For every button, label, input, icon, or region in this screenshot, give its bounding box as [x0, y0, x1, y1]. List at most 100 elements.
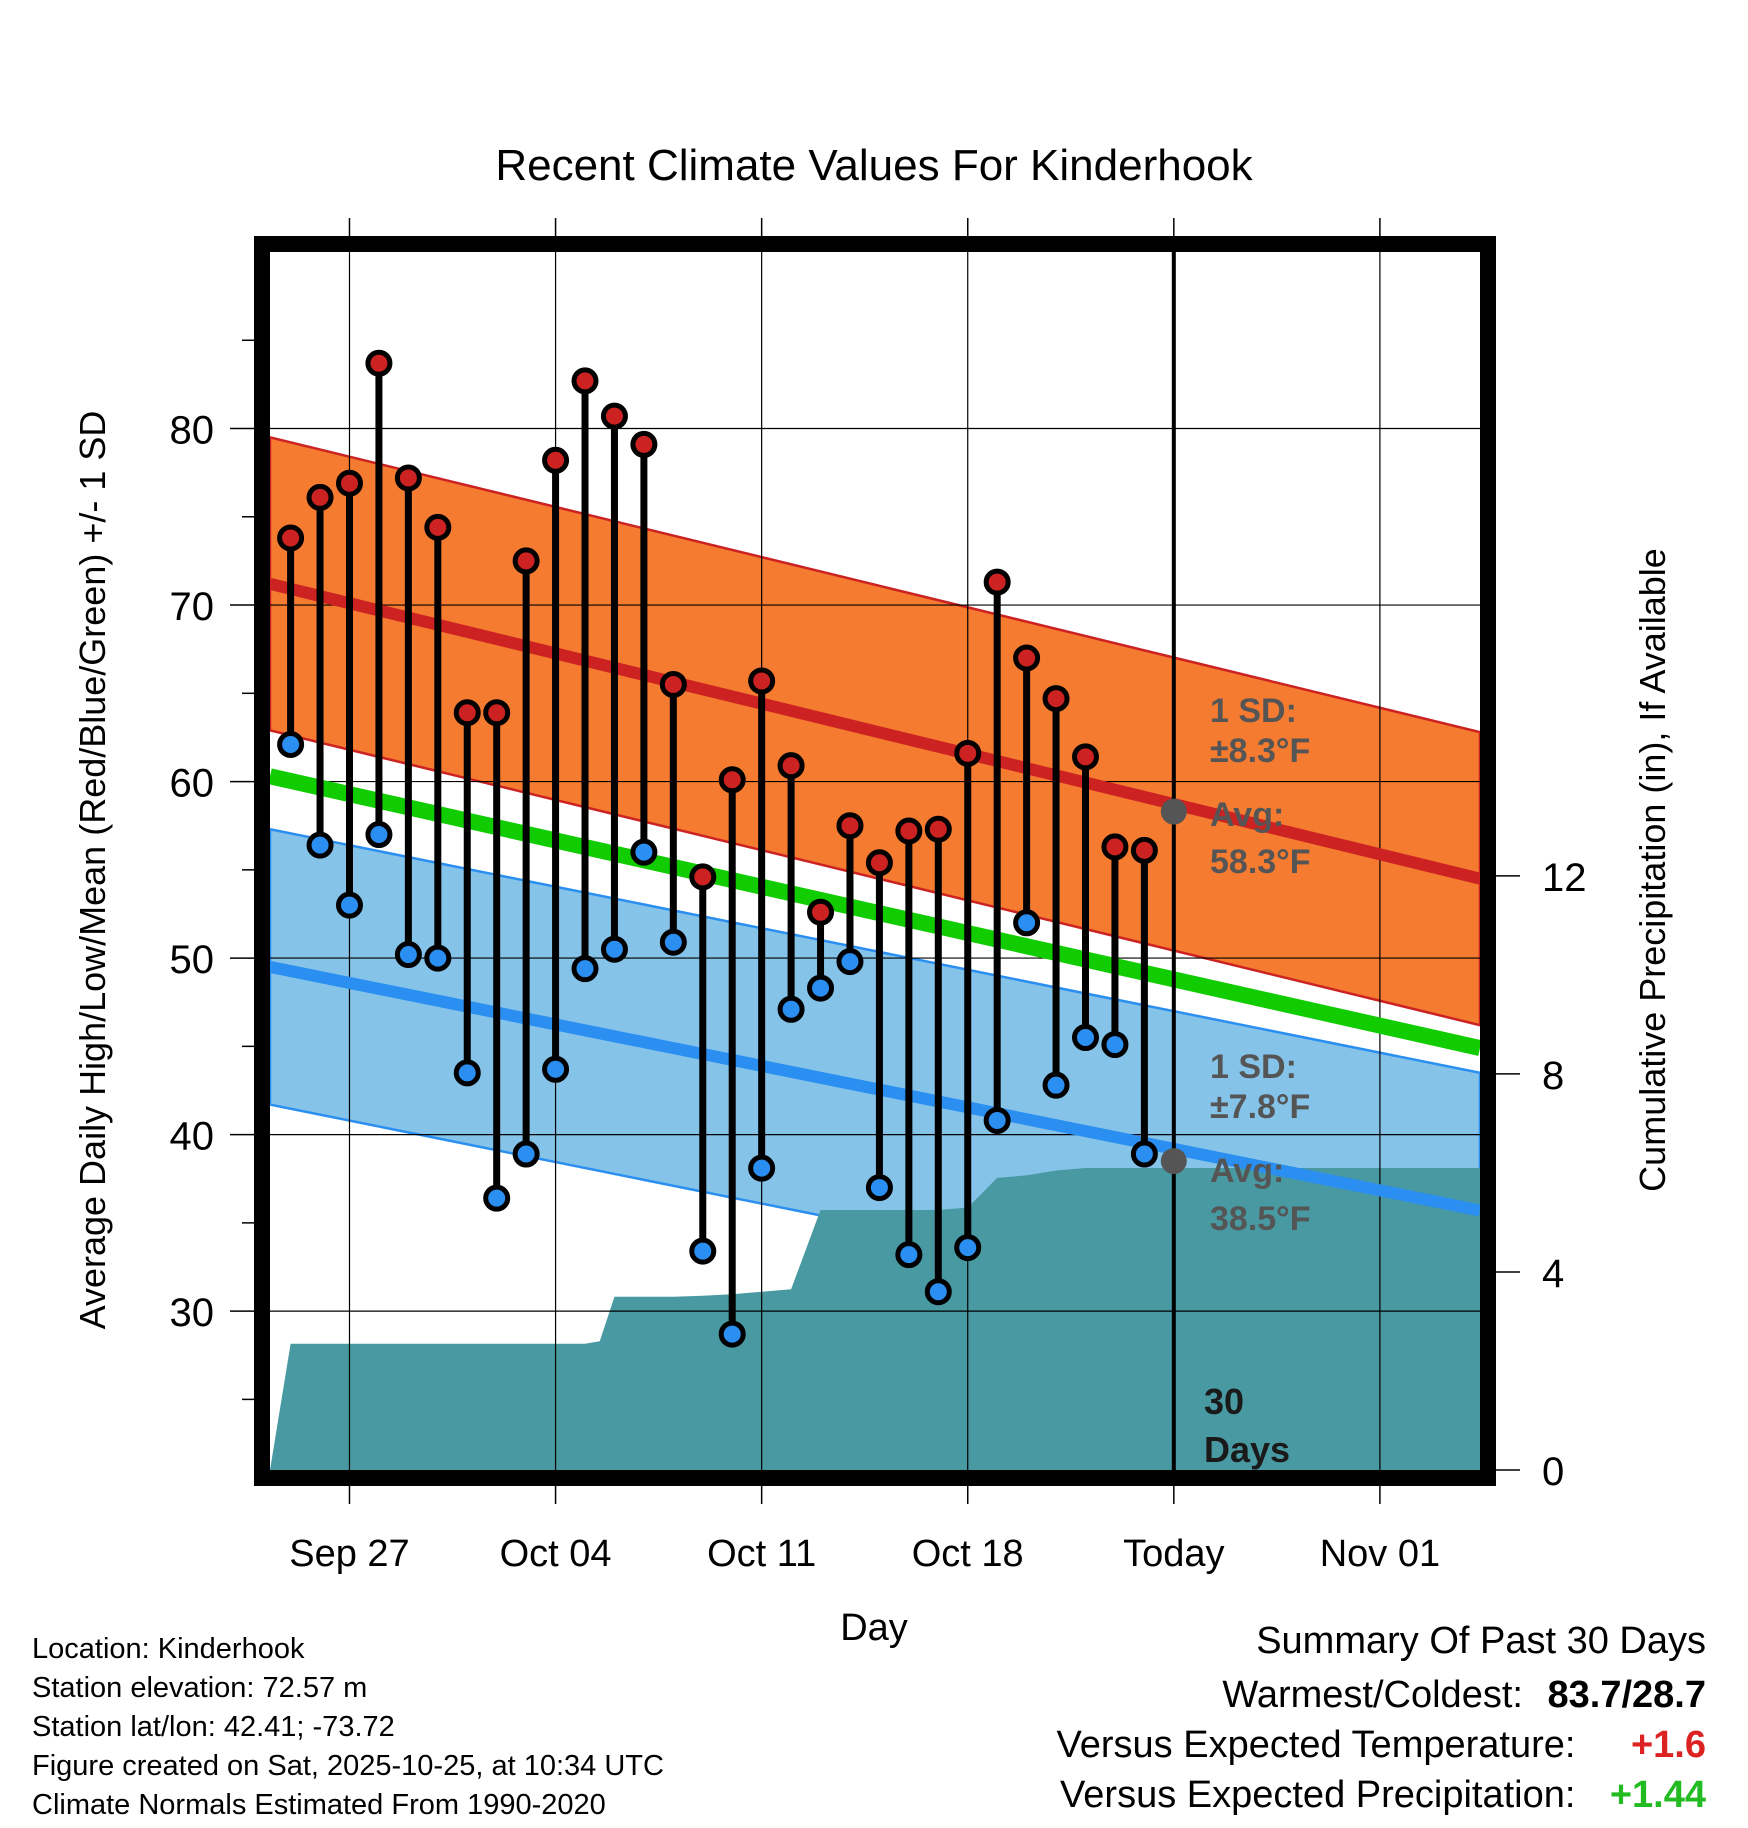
temp-label: Versus Expected Temperature: [1056, 1724, 1576, 1766]
high-point [1130, 836, 1158, 864]
low-point [718, 1320, 746, 1348]
high-point [807, 898, 835, 926]
low-point [424, 944, 452, 972]
mean-normal-line [270, 768, 1480, 1056]
high-point [1071, 743, 1099, 771]
plot-area [270, 252, 1480, 1470]
high-point [777, 752, 805, 780]
warm-cold-value: 83.7/28.7 [1547, 1674, 1706, 1716]
x-tick-label: Oct 18 [912, 1533, 1024, 1575]
low-point [394, 941, 422, 969]
high-point [424, 513, 452, 541]
low-point [777, 995, 805, 1023]
low-point [630, 838, 658, 866]
low-point [1042, 1071, 1070, 1099]
high-point [836, 812, 864, 840]
low-point [365, 821, 393, 849]
warm-cold-label: Warmest/Coldest: [1222, 1674, 1523, 1716]
info-normals: Climate Normals Estimated From 1990-2020 [32, 1789, 606, 1821]
high-point [630, 430, 658, 458]
summary-title: Summary Of Past 30 Days [1256, 1620, 1706, 1662]
high-point [306, 483, 334, 511]
info-elevation: Station elevation: 72.57 m [32, 1672, 368, 1704]
high-point [659, 670, 687, 698]
high-point [689, 863, 717, 891]
high-point [512, 547, 540, 575]
low-point [924, 1278, 952, 1306]
x-tick-label: Today [1123, 1533, 1224, 1575]
low-point [748, 1154, 776, 1182]
plot-content [270, 252, 1480, 1470]
low-point [1130, 1140, 1158, 1168]
summary-precip: Versus Expected Precipitation: +1.44 [1060, 1774, 1706, 1817]
low-point [689, 1237, 717, 1265]
low-avg-value: 38.5°F [1210, 1200, 1311, 1238]
high-point [453, 699, 481, 727]
info-latlon: Station lat/lon: 42.41; -73.72 [32, 1711, 395, 1743]
y-tick-label: 80 [170, 409, 215, 453]
high-point [983, 568, 1011, 596]
axes: Sep 27 Oct 04 Oct 11 Oct 18 Today Nov 0130405… [170, 218, 1587, 1575]
y-tick-label: 40 [170, 1115, 215, 1159]
low-point [1071, 1024, 1099, 1052]
x-tick-label: Oct 11 [707, 1533, 816, 1575]
high-point [335, 469, 363, 497]
high-point [365, 349, 393, 377]
x-axis-label: Day [840, 1607, 908, 1649]
low-sd-value: ±7.8°F [1210, 1088, 1310, 1126]
high-point [1013, 644, 1041, 672]
period-number: 30 [1204, 1381, 1244, 1422]
summary-temp: Versus Expected Temperature: +1.6 [1057, 1724, 1706, 1767]
today-avg-low-marker [1160, 1148, 1187, 1175]
low-point [807, 974, 835, 1002]
high-avg-value: 58.3°F [1210, 843, 1311, 881]
high-point [483, 699, 511, 727]
precip-value: +1.44 [1609, 1774, 1706, 1816]
low-sd-label: 1 SD: [1210, 1048, 1297, 1086]
high-normal-line [270, 578, 1480, 885]
high-point [1042, 685, 1070, 713]
high-point [748, 667, 776, 695]
low-point [453, 1059, 481, 1087]
high-point [924, 815, 952, 843]
x-tick-label: Nov 01 [1320, 1533, 1440, 1575]
high-point [277, 524, 305, 552]
y-axis-label: Average Daily High/Low/Mean (Red/Blue/Gr… [72, 411, 113, 1330]
low-normal-line [270, 961, 1480, 1217]
high-sd-label: 1 SD: [1210, 692, 1297, 730]
low-point [571, 955, 599, 983]
precip-label: Versus Expected Precipitation: [1060, 1774, 1576, 1816]
low-point [542, 1055, 570, 1083]
temp-value: +1.6 [1630, 1724, 1706, 1766]
period-unit: Days [1204, 1429, 1290, 1470]
high-point [1101, 833, 1129, 861]
high-point [542, 446, 570, 474]
y2-tick-label: 0 [1542, 1450, 1564, 1494]
high-point [718, 766, 746, 794]
low-point [512, 1140, 540, 1168]
y2-tick-label: 4 [1542, 1252, 1564, 1296]
high-avg-label: Avg: [1210, 796, 1284, 834]
low-point [895, 1241, 923, 1269]
x-tick-label: Oct 04 [500, 1533, 612, 1575]
info-created: Figure created on Sat, 2025-10-25, at 10… [32, 1750, 664, 1782]
today-avg-high-marker [1160, 798, 1187, 825]
info-location: Location: Kinderhook [32, 1633, 305, 1665]
x-tick-label: Sep 27 [289, 1533, 409, 1575]
low-point [335, 891, 363, 919]
low-point [954, 1234, 982, 1262]
precip-area [270, 1167, 1480, 1470]
high-point [600, 402, 628, 430]
low-point [1101, 1031, 1129, 1059]
low-point [836, 948, 864, 976]
y-tick-label: 30 [170, 1291, 215, 1335]
low-point [865, 1174, 893, 1202]
high-point [394, 464, 422, 492]
low-point [1013, 909, 1041, 937]
y-tick-label: 50 [170, 938, 215, 982]
high-point [954, 739, 982, 767]
y-tick-label: 60 [170, 762, 215, 806]
low-point [306, 831, 334, 859]
low-point [600, 935, 628, 963]
